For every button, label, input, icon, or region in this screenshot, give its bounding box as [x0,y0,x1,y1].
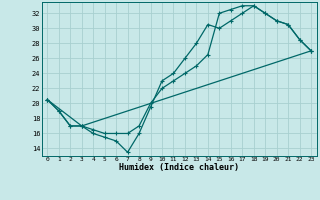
X-axis label: Humidex (Indice chaleur): Humidex (Indice chaleur) [119,163,239,172]
